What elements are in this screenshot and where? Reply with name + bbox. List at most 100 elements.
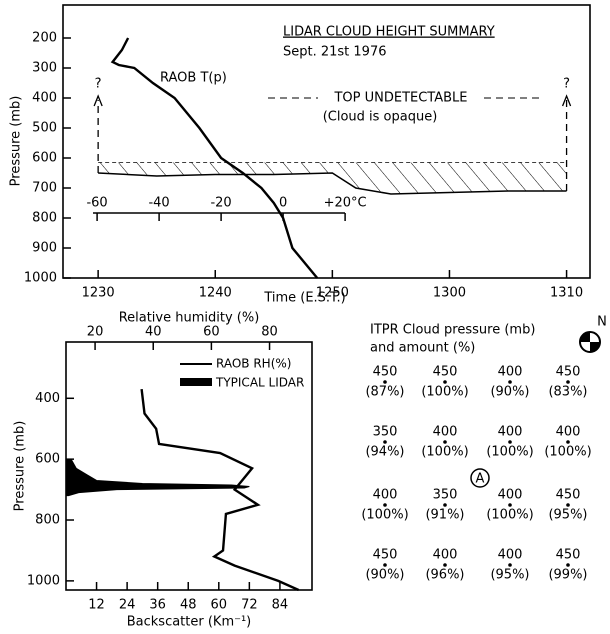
itpr-dot xyxy=(443,503,447,507)
itpr-title: and amount (%) xyxy=(370,341,475,356)
itpr-pressure: 450 xyxy=(373,548,398,563)
x2-tick-label: -20 xyxy=(210,196,231,211)
series-line xyxy=(110,37,319,279)
y-tick-label: 700 xyxy=(32,181,57,196)
itpr-pressure: 350 xyxy=(433,488,458,503)
itpr-amount: (100%) xyxy=(544,445,591,460)
itpr-amount: (100%) xyxy=(421,445,468,460)
itpr-amount: (95%) xyxy=(548,508,587,523)
x-tick-label: 24 xyxy=(119,598,136,613)
x2-tick-label: 60 xyxy=(203,325,220,340)
y-tick-label: 300 xyxy=(32,61,57,76)
question-mark: ? xyxy=(95,77,102,92)
itpr-amount: (91%) xyxy=(425,508,464,523)
itpr-pressure: 450 xyxy=(373,365,398,380)
x-tick-label: 1240 xyxy=(199,286,232,301)
y-tick-label: 900 xyxy=(32,241,57,256)
x2-tick-label: 20 xyxy=(87,325,104,340)
itpr-dot xyxy=(566,440,570,444)
itpr-pressure: 450 xyxy=(433,365,458,380)
itpr-dot xyxy=(566,563,570,567)
annotation: TOP UNDETECTABLE xyxy=(333,91,467,106)
itpr-amount: (94%) xyxy=(365,445,404,460)
x2-label: Relative humidity (%) xyxy=(119,311,260,326)
itpr-pressure: 400 xyxy=(433,425,458,440)
itpr-dot xyxy=(443,563,447,567)
x-tick-label: 36 xyxy=(149,598,166,613)
itpr-pressure: 400 xyxy=(498,425,523,440)
cloud-symbol-fill xyxy=(580,332,600,352)
cloud-base xyxy=(98,172,567,195)
itpr-dot xyxy=(508,440,512,444)
itpr-dot xyxy=(508,563,512,567)
x2-tick-label: +20°C xyxy=(324,196,367,211)
legend-label: TYPICAL LIDAR xyxy=(215,376,304,390)
x-tick-label: 1310 xyxy=(550,286,583,301)
x2-tick-label: -40 xyxy=(148,196,169,211)
itpr-amount: (95%) xyxy=(490,568,529,583)
top-frame xyxy=(62,4,591,279)
itpr-dot xyxy=(383,440,387,444)
x-tick-label: 72 xyxy=(241,598,258,613)
x-tick-label: 1230 xyxy=(82,286,115,301)
itpr-amount: (100%) xyxy=(486,445,533,460)
question-mark: ? xyxy=(563,77,570,92)
itpr-pressure: 350 xyxy=(373,425,398,440)
itpr-amount: (100%) xyxy=(486,508,533,523)
x2-tick-label: 80 xyxy=(261,325,278,340)
itpr-amount: (99%) xyxy=(548,568,587,583)
y-tick-label: 1000 xyxy=(27,573,60,588)
itpr-pressure: 400 xyxy=(556,425,581,440)
legend-label: RAOB RH(%) xyxy=(216,357,291,371)
itpr-dot xyxy=(566,380,570,384)
itpr-amount: (100%) xyxy=(421,385,468,400)
itpr-pressure: 400 xyxy=(498,548,523,563)
itpr-amount: (83%) xyxy=(548,385,587,400)
subtitle: Sept. 21st 1976 xyxy=(283,45,387,60)
x2-tick-label: 40 xyxy=(145,325,162,340)
series-label: RAOB T(p) xyxy=(160,71,227,86)
y-tick-label: 500 xyxy=(32,121,57,136)
itpr-dot xyxy=(566,503,570,507)
legend-swatch xyxy=(180,378,212,386)
x-label: Backscatter (Km⁻¹) xyxy=(127,615,252,630)
y-tick-label: 600 xyxy=(32,151,57,166)
y-tick-label: 400 xyxy=(32,91,57,106)
itpr-dot xyxy=(443,440,447,444)
x-tick-label: 1300 xyxy=(433,286,466,301)
y-tick-label: 600 xyxy=(35,452,60,467)
itpr-pressure: 450 xyxy=(556,488,581,503)
x-tick-label: 84 xyxy=(272,598,289,613)
itpr-amount: (96%) xyxy=(425,568,464,583)
x-tick-label: 48 xyxy=(180,598,197,613)
north-label: N xyxy=(597,315,607,330)
y-tick-label: 400 xyxy=(35,391,60,406)
itpr-amount: (87%) xyxy=(365,385,404,400)
y-tick-label: 800 xyxy=(35,513,60,528)
series-line xyxy=(140,389,300,592)
itpr-dot xyxy=(383,380,387,384)
x-tick-label: 60 xyxy=(211,598,228,613)
title: LIDAR CLOUD HEIGHT SUMMARY xyxy=(283,25,495,40)
itpr-dot xyxy=(383,503,387,507)
itpr-pressure: 450 xyxy=(556,548,581,563)
x-tick-label: 1250 xyxy=(316,286,349,301)
arrow xyxy=(93,94,103,107)
itpr-dot xyxy=(383,563,387,567)
itpr-amount: (90%) xyxy=(490,385,529,400)
itpr-pressure: 400 xyxy=(433,548,458,563)
x2-tick-label: 0 xyxy=(279,196,287,211)
y-tick-label: 800 xyxy=(32,211,57,226)
y-label: Pressure (mb) xyxy=(9,96,24,187)
itpr-dot xyxy=(508,380,512,384)
itpr-pressure: 400 xyxy=(498,488,523,503)
itpr-pressure: 400 xyxy=(498,365,523,380)
itpr-dot xyxy=(508,503,512,507)
y-label: Pressure (mb) xyxy=(13,421,28,512)
x-tick-label: 12 xyxy=(88,598,105,613)
annotation: (Cloud is opaque) xyxy=(323,110,438,125)
arrow xyxy=(561,94,572,107)
y-tick-label: 1000 xyxy=(24,271,57,286)
y-tick-label: 200 xyxy=(32,31,57,46)
